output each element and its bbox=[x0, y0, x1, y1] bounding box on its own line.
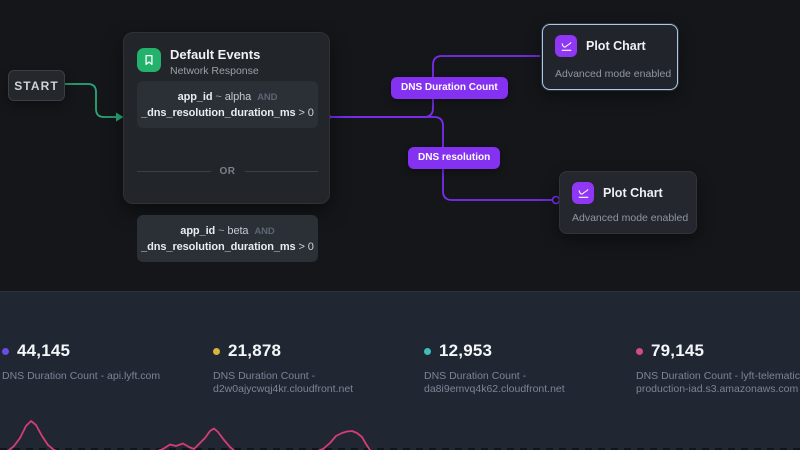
condition1-operator: ~ bbox=[215, 90, 222, 103]
or-label: OR bbox=[219, 166, 236, 177]
filter-condition-2[interactable]: app_id ~ beta AND _dns_resolution_durati… bbox=[137, 215, 318, 262]
filter-condition-1[interactable]: app_id ~ alpha AND _dns_resolution_durat… bbox=[137, 81, 318, 128]
condition2-operator: ~ bbox=[218, 224, 225, 237]
plot2-title: Plot Chart bbox=[603, 186, 663, 200]
metric1-value: 44,145 bbox=[17, 341, 71, 360]
series-dot-yellow bbox=[213, 347, 220, 355]
events-node-title: Default Events bbox=[170, 47, 261, 62]
plot2-subtitle: Advanced mode enabled bbox=[572, 212, 689, 224]
plot1-title: Plot Chart bbox=[586, 39, 646, 53]
condition2-field: app_id bbox=[180, 224, 216, 237]
series-dot-purple bbox=[2, 347, 9, 355]
condition2-operator2: > 0 bbox=[298, 240, 314, 253]
metric4-value: 79,145 bbox=[651, 341, 705, 360]
start-node-label: START bbox=[14, 78, 59, 93]
edge-arrowhead-icon bbox=[116, 112, 124, 122]
divider-line bbox=[137, 171, 211, 172]
events-node-subtitle: Network Response bbox=[170, 65, 259, 77]
metric3-label: DNS Duration Count - da8i9emvq4k62.cloud… bbox=[424, 370, 565, 395]
connector-edges bbox=[63, 55, 561, 205]
metric2-label: DNS Duration Count - d2w0ajycwqj4kr.clou… bbox=[213, 370, 354, 395]
condition2-value: beta bbox=[227, 224, 249, 237]
default-events-node[interactable]: Default Events Network Response app_id ~… bbox=[123, 32, 330, 262]
workflow-canvas[interactable]: START Default Events Network Response ap… bbox=[0, 0, 800, 291]
series-dot-pink bbox=[636, 347, 643, 355]
condition1-field: app_id bbox=[177, 90, 213, 103]
plot1-header: Plot Chart bbox=[555, 35, 646, 57]
metric4-label: DNS Duration Count - lyft-telematicsinge… bbox=[636, 370, 800, 395]
plot1-subtitle: Advanced mode enabled bbox=[555, 68, 672, 80]
condition1-conjunction: AND bbox=[257, 91, 278, 103]
metric-card-4[interactable]: 79,145 DNS Duration Count - lyft-telemat… bbox=[636, 341, 800, 396]
plot-chart-node-1[interactable]: Plot Chart Advanced mode enabled bbox=[542, 24, 678, 90]
plot-chart-node-2[interactable]: Plot Chart Advanced mode enabled bbox=[559, 171, 697, 234]
series-dot-teal bbox=[424, 347, 431, 355]
condition1-operator2: > 0 bbox=[298, 106, 314, 119]
events-node-header: Default Events Network Response bbox=[137, 48, 260, 77]
metric-card-3[interactable]: 12,953 DNS Duration Count - da8i9emvq4k6… bbox=[424, 341, 584, 396]
divider-line bbox=[244, 171, 318, 172]
or-divider: OR bbox=[137, 166, 318, 177]
condition2-conjunction: AND bbox=[254, 225, 275, 237]
metric-card-1[interactable]: 44,145 DNS Duration Count - api.lyft.com bbox=[2, 341, 202, 383]
condition1-field2: _dns_resolution_duration_ms bbox=[141, 106, 296, 119]
edge-label-dns-duration-count[interactable]: DNS Duration Count bbox=[391, 77, 508, 99]
plot2-header: Plot Chart bbox=[572, 182, 663, 204]
metric-card-2[interactable]: 21,878 DNS Duration Count - d2w0ajycwqj4… bbox=[213, 341, 373, 396]
results-panel: 44,145 DNS Duration Count - api.lyft.com… bbox=[0, 291, 800, 450]
line-chart-icon bbox=[572, 182, 594, 204]
edge-start-events bbox=[63, 83, 116, 118]
edge-label-dns-resolution[interactable]: DNS resolution bbox=[408, 147, 501, 169]
timeseries-sparkline[interactable] bbox=[0, 405, 800, 450]
condition1-value: alpha bbox=[224, 90, 252, 103]
bookmark-icon bbox=[137, 48, 161, 72]
metric2-value: 21,878 bbox=[228, 341, 282, 360]
condition2-field2: _dns_resolution_duration_ms bbox=[141, 240, 296, 253]
line-chart-icon bbox=[555, 35, 577, 57]
metric1-label: DNS Duration Count - api.lyft.com bbox=[2, 370, 161, 382]
metric3-value: 12,953 bbox=[439, 341, 493, 360]
start-node[interactable]: START bbox=[8, 70, 65, 101]
